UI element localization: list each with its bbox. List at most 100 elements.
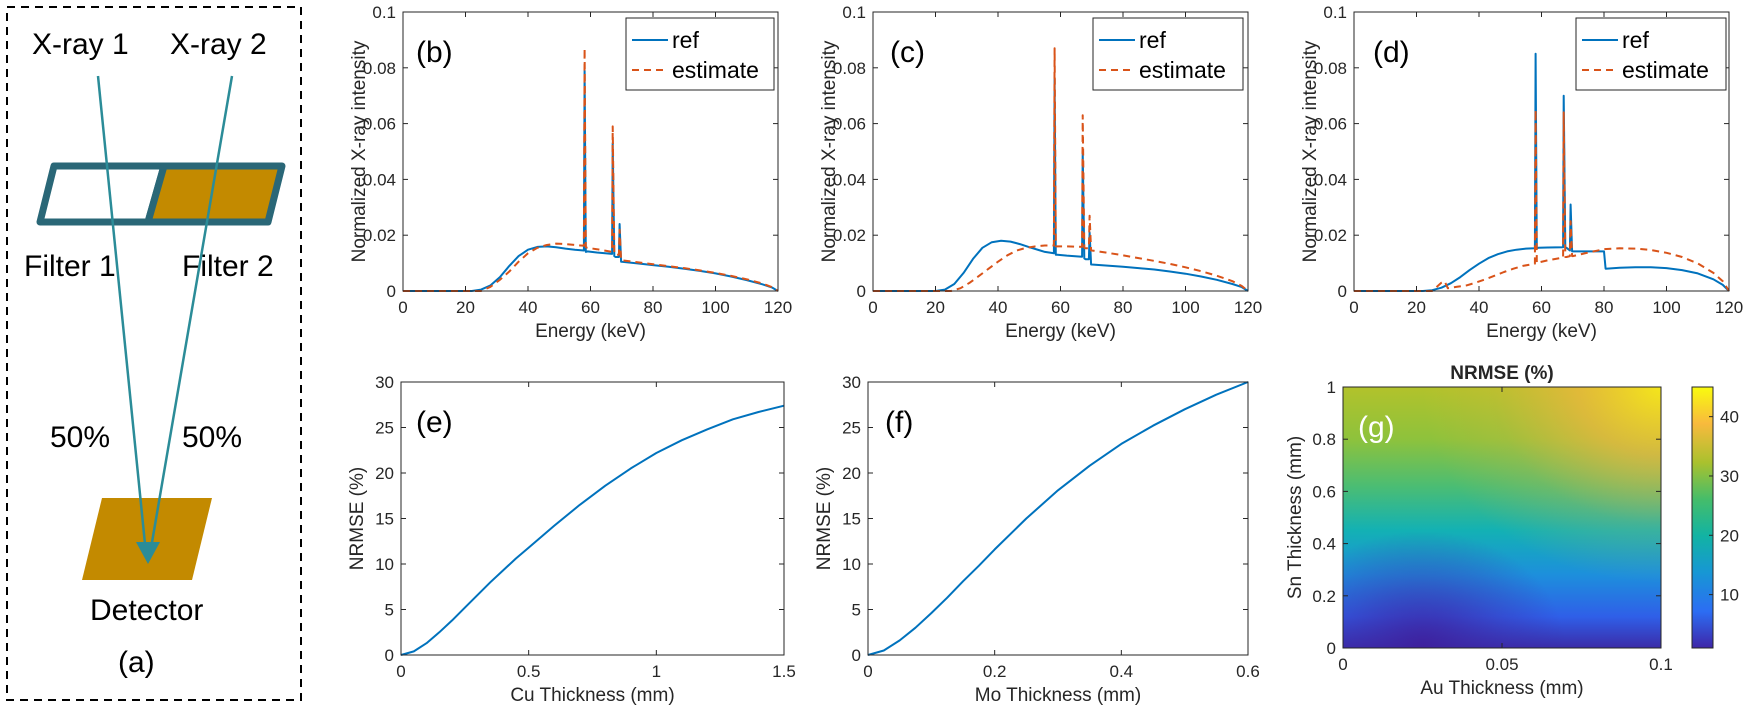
- b-series-ref: [403, 69, 779, 292]
- f-ytick-label: 25: [842, 419, 861, 438]
- c-xtick-label: 60: [1051, 298, 1070, 317]
- d-ytick-label: 0.06: [1314, 115, 1347, 134]
- f-ytick-label: 0: [852, 646, 861, 665]
- e-ylabel: NRMSE (%): [347, 467, 368, 570]
- f-series-NRMSE: [867, 381, 1249, 656]
- b-panel-label: (b): [416, 36, 453, 69]
- chart-c: 0 20 40 60 80 100 120 0 0.02 0.04 0.06 0.08 0.1 Energ…: [819, 3, 1262, 342]
- chart-f: 0 0.2 0.4 0.6 0 5 10 15 20 25 30 Mo Thickness (mm) N…: [814, 373, 1260, 706]
- f-xtick-label: 0: [863, 662, 872, 681]
- d-ylabel: Normalized X-ray intensity: [1300, 40, 1321, 262]
- c-xtick-label: 80: [1114, 298, 1133, 317]
- panel-a-label: (a): [118, 646, 155, 679]
- b-xtick-label: 40: [519, 298, 538, 317]
- xray1-label: X-ray 1: [32, 28, 129, 61]
- beam1-line: [96, 75, 148, 555]
- g-xtick-label: 0.1: [1649, 655, 1673, 674]
- filter2-shape: [144, 162, 286, 226]
- e-ytick-label: 20: [375, 464, 394, 483]
- c-xtick-label: 40: [989, 298, 1008, 317]
- e-ytick-label: 30: [375, 373, 394, 392]
- c-ytick-label: 0.04: [833, 170, 866, 189]
- b-series-estimate: [403, 47, 779, 292]
- e-panel-label: (e): [416, 406, 453, 439]
- b-ytick-label: 0.04: [363, 170, 396, 189]
- d-legend-estimate-label: estimate: [1622, 57, 1709, 83]
- c-xtick-label: 120: [1234, 298, 1262, 317]
- g-xtick-label: 0.05: [1485, 655, 1518, 674]
- d-legend-ref-label: ref: [1622, 27, 1649, 53]
- diagram-frame: [6, 6, 302, 701]
- e-ytick-label: 10: [375, 555, 394, 574]
- f-axes-box: [867, 381, 1249, 656]
- b-ytick-label: 0.06: [363, 115, 396, 134]
- c-xtick-label: 0: [868, 298, 877, 317]
- e-series-NRMSE: [400, 404, 785, 656]
- d-xtick-label: 80: [1595, 298, 1614, 317]
- g-panel-label: (g): [1358, 411, 1395, 444]
- g-colorbar-tick-label: 40: [1720, 408, 1739, 427]
- g-xtick-label: 0: [1338, 655, 1347, 674]
- g-ytick-label: 0.6: [1312, 482, 1336, 501]
- chart-b: 0 20 40 60 80 100 120 0 0.02 0.04 0.06 0.08 0.1 Energ…: [349, 3, 792, 342]
- chart-d: 0 20 40 60 80 100 120 0 0.02 0.04 0.06 0.08 0.1 Energ…: [1300, 3, 1743, 342]
- filter2-label: Filter 2: [182, 250, 274, 283]
- f-xtick-label: 0.6: [1236, 662, 1260, 681]
- f-ytick-label: 20: [842, 464, 861, 483]
- b-legend-box: [625, 17, 775, 91]
- pct2-label: 50%: [182, 421, 242, 454]
- c-legend-ref-label: ref: [1139, 27, 1166, 53]
- d-xtick-label: 120: [1715, 298, 1743, 317]
- d-xtick-label: 60: [1532, 298, 1551, 317]
- d-legend-box: [1575, 17, 1727, 91]
- chart-g: 0 0.05 0.1 0 0.2 0.4 0.6 0.8 1 Au Thickness (mm) S…: [1285, 363, 1739, 699]
- f-xtick-label: 0.4: [1110, 662, 1134, 681]
- filter1-label: Filter 1: [24, 250, 116, 283]
- d-xtick-label: 20: [1407, 298, 1426, 317]
- chart-e: 0 0.5 1 1.5 0 5 10 15 20 25 30 Cu Thickness (mm) NRM…: [347, 373, 796, 706]
- g-colorbar-tick-label: 20: [1720, 526, 1739, 545]
- xray2-label: X-ray 2: [170, 28, 267, 61]
- beam2-line: [148, 75, 234, 555]
- g-ylabel: Sn Thickness (mm): [1285, 436, 1306, 599]
- f-ytick-label: 15: [842, 510, 861, 529]
- b-xtick-label: 100: [701, 298, 729, 317]
- b-ylabel: Normalized X-ray intensity: [349, 40, 370, 262]
- e-xtick-label: 1: [652, 662, 661, 681]
- b-xtick-label: 20: [456, 298, 475, 317]
- d-ytick-label: 0.08: [1314, 59, 1347, 78]
- d-xtick-label: 40: [1470, 298, 1489, 317]
- g-ytick-label: 0.4: [1312, 535, 1336, 554]
- e-xtick-label: 0.5: [517, 662, 541, 681]
- e-xtick-label: 0: [396, 662, 405, 681]
- g-ytick-label: 1: [1327, 378, 1336, 397]
- beam-arrowhead-icon: [136, 542, 160, 564]
- d-xtick-label: 100: [1652, 298, 1680, 317]
- c-xlabel: Energy (keV): [1005, 321, 1116, 342]
- g-ytick-label: 0: [1327, 639, 1336, 658]
- c-xtick-label: 100: [1171, 298, 1199, 317]
- b-ytick-label: 0.1: [372, 3, 396, 22]
- g-ytick-label: 0.2: [1312, 587, 1336, 606]
- e-ytick-label: 0: [385, 646, 394, 665]
- g-heatmap-shadow: [1343, 387, 1661, 648]
- d-xlabel: Energy (keV): [1486, 321, 1597, 342]
- e-xtick-label: 1.5: [772, 662, 796, 681]
- e-ytick-label: 5: [385, 601, 394, 620]
- c-ytick-label: 0.06: [833, 115, 866, 134]
- b-ytick-label: 0: [387, 282, 396, 301]
- c-series-estimate: [873, 47, 1249, 292]
- g-title: NRMSE (%): [1450, 363, 1553, 384]
- detector-label: Detector: [90, 594, 203, 627]
- d-ytick-label: 0: [1338, 282, 1347, 301]
- c-panel-label: (c): [890, 36, 925, 69]
- b-xtick-label: 120: [764, 298, 792, 317]
- g-colorbar-tick-label: 10: [1720, 586, 1739, 605]
- d-ytick-label: 0.02: [1314, 226, 1347, 245]
- d-ytick-label: 0.1: [1323, 3, 1347, 22]
- e-ytick-label: 15: [375, 510, 394, 529]
- pct1-label: 50%: [50, 421, 110, 454]
- b-ytick-label: 0.08: [363, 59, 396, 78]
- c-legend-box: [1092, 17, 1244, 91]
